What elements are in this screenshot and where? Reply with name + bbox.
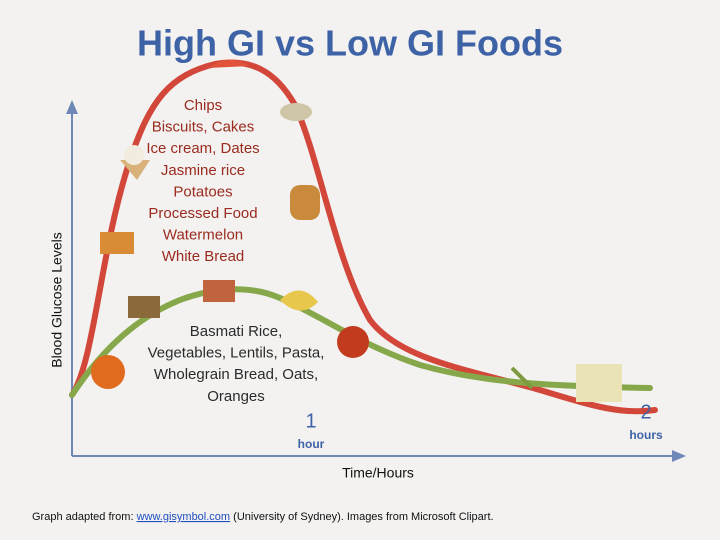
x-axis-label: Time/Hours (342, 465, 414, 481)
footer-link-text[interactable]: www.gisymbol.com (136, 511, 231, 523)
time-unit: hours (629, 428, 663, 442)
time-number: 1 (305, 410, 316, 432)
high-gi-food: Biscuits, Cakes (152, 119, 255, 136)
y-axis-label: Blood Glucose Levels (49, 232, 65, 367)
high-gi-food: Potatoes (173, 183, 232, 200)
title: High GI vs Low GI Foods (137, 23, 563, 64)
high-gi-list: Chips Biscuits, Cakes Ice cream, Dates Jasm… (146, 97, 259, 265)
high-gi-food: Watermelon (163, 227, 243, 244)
axes (66, 100, 686, 462)
high-gi-food: Ice cream, Dates (146, 140, 259, 157)
footer-prefix: Graph adapted from: (32, 511, 137, 523)
high-gi-food: White Bread (162, 248, 245, 265)
food-icons (91, 59, 622, 402)
low-gi-food: Wholegrain Bread, Oats, (154, 366, 318, 383)
low-gi-food: Oranges (207, 388, 265, 405)
time-marks: 1 hour 2 hours (298, 401, 663, 451)
footer-link[interactable]: www.gisymbol.com (136, 511, 231, 523)
low-gi-list: Basmati Rice, Vegetables, Lentils, Pasta,… (148, 323, 325, 405)
footer-suffix: (University of Sydney). Images from Micr… (230, 511, 493, 523)
time-number: 2 (640, 401, 651, 423)
high-gi-food: Chips (184, 97, 222, 114)
high-gi-food: Jasmine rice (161, 162, 245, 179)
footer: Graph adapted from: www.gisymbol.com (Un… (32, 511, 494, 523)
time-unit: hour (298, 437, 325, 451)
low-gi-food: Vegetables, Lentils, Pasta, (148, 345, 325, 362)
low-gi-food: Basmati Rice, (190, 323, 283, 340)
high-gi-food: Processed Food (148, 205, 257, 222)
